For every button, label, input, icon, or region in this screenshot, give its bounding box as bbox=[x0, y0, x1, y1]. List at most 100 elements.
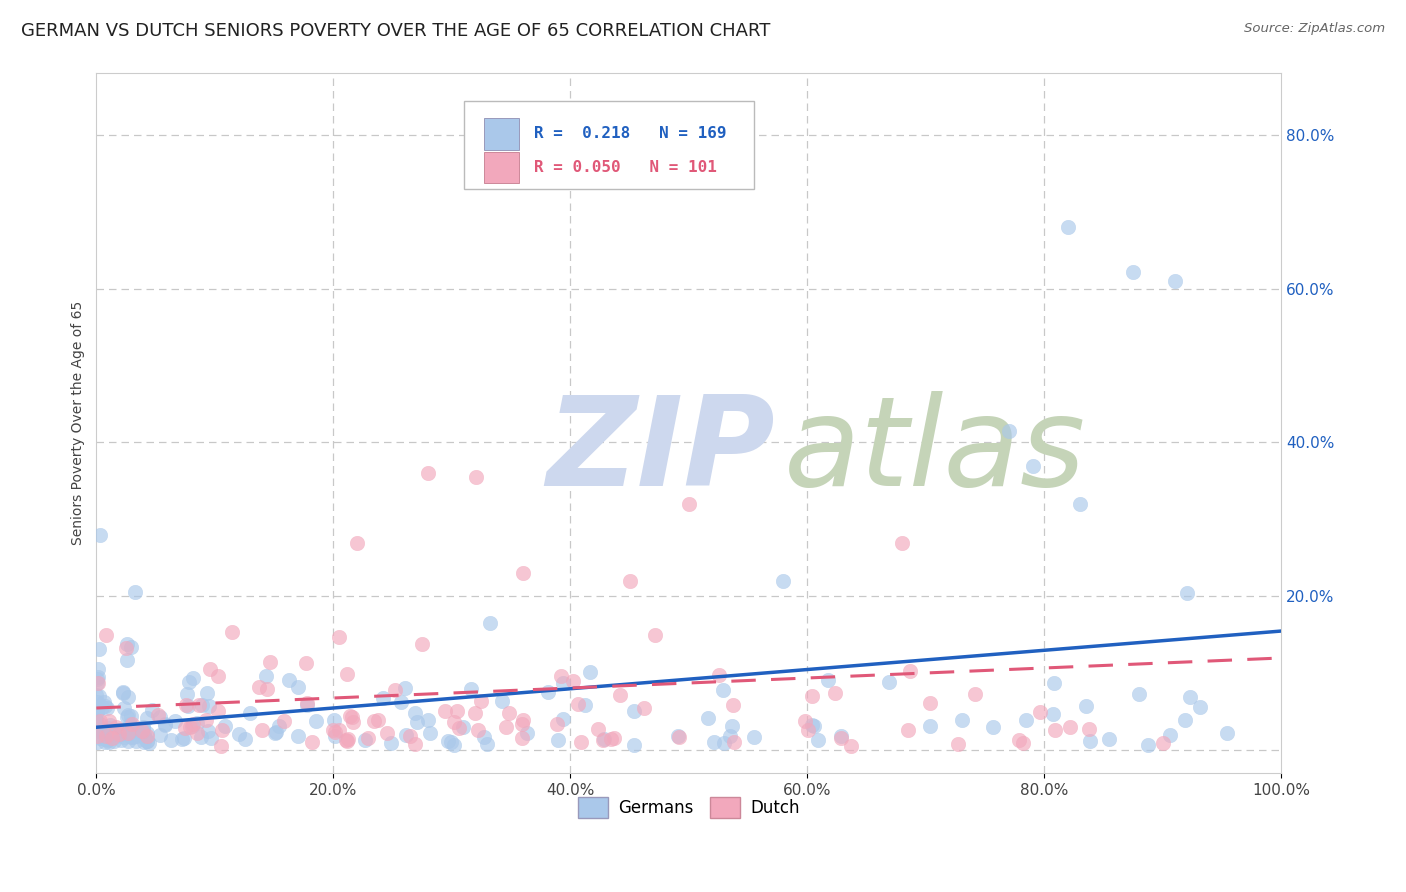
Point bbox=[221, 624, 243, 639]
Point bbox=[188, 698, 211, 712]
Point bbox=[121, 721, 143, 735]
Point bbox=[772, 574, 794, 588]
Point bbox=[197, 723, 219, 738]
Point bbox=[114, 640, 136, 655]
Point bbox=[111, 727, 134, 741]
Point bbox=[163, 714, 186, 728]
Point bbox=[567, 698, 589, 712]
Point bbox=[1159, 728, 1181, 742]
Point bbox=[86, 718, 108, 732]
Point bbox=[1042, 707, 1064, 722]
Point bbox=[111, 686, 134, 700]
Point bbox=[176, 687, 198, 701]
Point bbox=[478, 616, 501, 631]
Point bbox=[1043, 676, 1066, 690]
Point bbox=[97, 732, 120, 747]
Point bbox=[173, 731, 195, 746]
Y-axis label: Seniors Poverty Over the Age of 65: Seniors Poverty Over the Age of 65 bbox=[72, 301, 86, 545]
Point bbox=[720, 719, 742, 733]
Point bbox=[434, 704, 457, 718]
Point bbox=[214, 719, 236, 733]
Point bbox=[117, 637, 139, 651]
Point bbox=[86, 713, 108, 727]
Point bbox=[998, 424, 1021, 438]
Point bbox=[273, 714, 295, 728]
Point bbox=[1175, 585, 1198, 599]
Point bbox=[98, 734, 121, 748]
Point bbox=[177, 675, 200, 690]
FancyBboxPatch shape bbox=[464, 101, 754, 188]
Point bbox=[101, 731, 124, 746]
Point bbox=[159, 733, 181, 747]
Point bbox=[176, 698, 198, 712]
Point bbox=[91, 726, 114, 740]
Point bbox=[898, 664, 921, 678]
Point bbox=[380, 735, 402, 749]
Point bbox=[134, 726, 156, 740]
Point bbox=[562, 673, 585, 688]
Point bbox=[87, 662, 110, 676]
Point bbox=[132, 721, 155, 735]
Point bbox=[553, 712, 575, 726]
Point bbox=[179, 720, 201, 734]
Point bbox=[328, 630, 350, 644]
Point bbox=[96, 628, 118, 642]
Point bbox=[89, 717, 111, 731]
Point bbox=[794, 714, 817, 728]
Point bbox=[277, 673, 299, 687]
Text: GERMAN VS DUTCH SENIORS POVERTY OVER THE AGE OF 65 CORRELATION CHART: GERMAN VS DUTCH SENIORS POVERTY OVER THE… bbox=[21, 22, 770, 40]
Point bbox=[122, 730, 145, 744]
Point bbox=[623, 738, 645, 752]
Point bbox=[948, 737, 970, 751]
Point bbox=[801, 689, 824, 703]
Point bbox=[110, 733, 132, 747]
Point bbox=[336, 666, 359, 681]
Point bbox=[172, 731, 194, 746]
Point bbox=[177, 698, 200, 713]
Point bbox=[619, 574, 641, 588]
Point bbox=[207, 669, 229, 683]
Point bbox=[472, 730, 495, 744]
Point bbox=[120, 709, 142, 723]
Point bbox=[98, 727, 121, 741]
Point bbox=[1057, 219, 1080, 234]
Point bbox=[181, 717, 204, 731]
Point bbox=[98, 730, 121, 744]
Point bbox=[510, 731, 533, 745]
Point bbox=[1015, 714, 1038, 728]
Point bbox=[404, 737, 426, 751]
Point bbox=[98, 714, 121, 729]
Point bbox=[707, 667, 730, 681]
Point bbox=[666, 729, 689, 743]
Point bbox=[107, 726, 129, 740]
Point bbox=[91, 724, 114, 739]
Point bbox=[443, 714, 465, 729]
Point bbox=[135, 730, 157, 744]
Point bbox=[579, 665, 602, 679]
Text: R = 0.050   N = 101: R = 0.050 N = 101 bbox=[534, 160, 717, 175]
Point bbox=[322, 713, 344, 727]
Point bbox=[593, 731, 616, 746]
Point bbox=[340, 709, 363, 723]
Point bbox=[96, 701, 118, 715]
Point bbox=[696, 710, 718, 724]
Point bbox=[103, 734, 125, 748]
Point bbox=[547, 733, 569, 747]
Point bbox=[197, 698, 219, 713]
Point bbox=[103, 730, 125, 744]
Point bbox=[252, 723, 274, 738]
Point bbox=[87, 675, 110, 690]
Point bbox=[120, 730, 142, 744]
Point bbox=[117, 690, 139, 704]
Point bbox=[115, 710, 138, 724]
FancyBboxPatch shape bbox=[484, 152, 519, 183]
Point bbox=[264, 725, 287, 739]
Point bbox=[449, 721, 471, 735]
Point bbox=[136, 733, 159, 747]
Point bbox=[121, 716, 143, 731]
Point bbox=[797, 723, 820, 737]
Text: R =  0.218   N = 169: R = 0.218 N = 169 bbox=[534, 127, 725, 142]
Point bbox=[86, 695, 108, 709]
Point bbox=[190, 731, 212, 745]
Point bbox=[443, 738, 465, 752]
